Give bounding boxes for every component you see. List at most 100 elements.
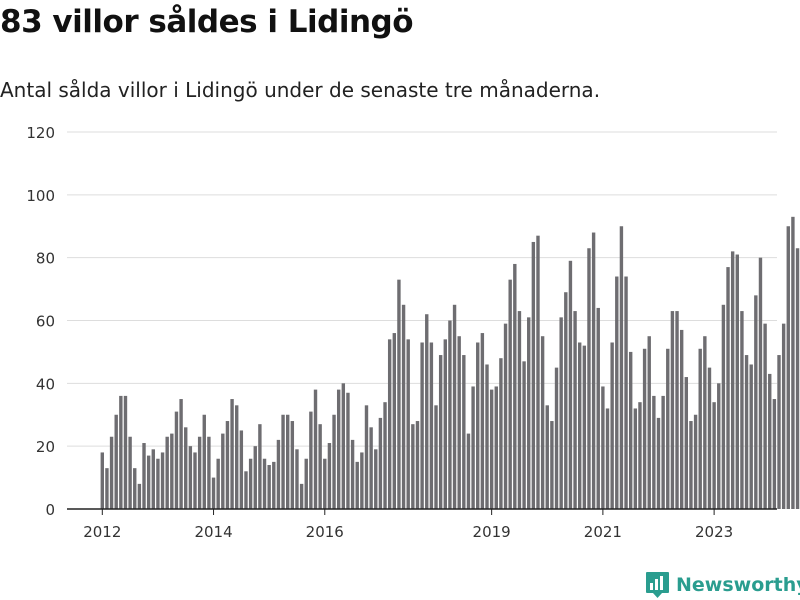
- bar: [619, 226, 624, 509]
- bar: [276, 439, 281, 509]
- bar: [480, 333, 485, 509]
- bar: [401, 304, 406, 509]
- x-tick-label: 2012: [83, 523, 121, 541]
- bar: [522, 361, 526, 509]
- bar: [286, 414, 290, 509]
- bar: [726, 267, 730, 509]
- bar: [262, 458, 267, 509]
- brand-logo[interactable]: Newsworthy: [645, 570, 800, 600]
- bar: [578, 342, 582, 509]
- bar: [378, 417, 383, 509]
- bar: [443, 339, 447, 509]
- bar: [466, 433, 471, 509]
- bar: [717, 383, 721, 509]
- bar: [777, 355, 781, 509]
- bar: [267, 465, 271, 509]
- bar: [763, 323, 767, 509]
- bar: [128, 436, 132, 509]
- bar: [119, 395, 123, 509]
- bar: [689, 421, 693, 509]
- bar: [207, 436, 211, 509]
- bars: [100, 216, 800, 510]
- x-tick-label: 2021: [584, 523, 622, 541]
- bar: [105, 468, 109, 509]
- bar: [309, 411, 313, 509]
- bar: [605, 408, 610, 509]
- y-tick-label: 60: [36, 313, 55, 331]
- bar: [540, 336, 545, 509]
- bar: [425, 314, 429, 509]
- bar: [438, 355, 443, 509]
- y-axis-ticks: 0 20 40 60 80 100 120: [26, 124, 55, 519]
- bar: [494, 386, 498, 509]
- newsworthy-logo-icon: [646, 572, 669, 598]
- x-tick-label: 2016: [306, 523, 344, 541]
- bar: [554, 367, 559, 509]
- bar: [109, 436, 114, 509]
- bar: [281, 414, 285, 509]
- bar: [369, 427, 373, 509]
- y-tick-label: 0: [45, 501, 55, 519]
- bar: [253, 446, 257, 509]
- bar: [100, 452, 104, 509]
- bar: [666, 348, 670, 509]
- bar: [499, 358, 503, 509]
- bar: [452, 304, 457, 509]
- bar: [698, 348, 702, 509]
- bar: [392, 333, 397, 509]
- bar: [536, 235, 540, 510]
- bar: [272, 461, 276, 509]
- bar: [327, 443, 332, 509]
- bar: [545, 405, 549, 509]
- bar: [216, 458, 220, 509]
- bar: [740, 311, 744, 509]
- bar: [712, 402, 716, 509]
- bar: [434, 405, 438, 509]
- bar: [179, 399, 183, 509]
- bar: [615, 276, 619, 509]
- bar: [675, 311, 679, 509]
- bar: [225, 421, 230, 509]
- y-tick-label: 40: [36, 375, 55, 393]
- bar: [471, 386, 475, 509]
- bar: [513, 263, 517, 509]
- bar-chart: 0 20 40 60 80 100 120 2012 2014 2016 2019 2021 2023…: [26, 124, 800, 541]
- bar: [582, 345, 587, 509]
- bar: [768, 373, 772, 509]
- bar: [397, 279, 401, 509]
- bar: [749, 364, 753, 509]
- bar: [531, 241, 536, 509]
- bar: [304, 458, 308, 509]
- y-tick-label: 120: [26, 124, 55, 142]
- bar: [638, 402, 642, 509]
- bar: [244, 471, 248, 509]
- bar: [633, 408, 638, 509]
- bar: [313, 389, 318, 509]
- x-tick-label: 2014: [194, 523, 232, 541]
- bar: [387, 339, 392, 509]
- bar: [457, 336, 461, 509]
- bar: [781, 323, 786, 509]
- bar: [559, 317, 563, 509]
- bar: [332, 414, 336, 509]
- bar: [165, 436, 169, 509]
- bar: [318, 424, 322, 509]
- bar: [248, 458, 253, 509]
- bar: [670, 311, 675, 509]
- y-tick-label: 80: [36, 250, 55, 268]
- chart-subtitle: Antal sålda villor i Lidingö under de se…: [0, 78, 601, 102]
- bar: [133, 468, 137, 509]
- bar: [462, 355, 466, 509]
- x-axis-ticks: 2012201420162019202120232025: [83, 509, 733, 541]
- bar: [346, 392, 350, 509]
- bar: [137, 483, 142, 509]
- bar: [323, 458, 327, 509]
- bar: [656, 417, 661, 509]
- bar: [721, 304, 726, 509]
- bar: [290, 421, 295, 509]
- bar: [628, 351, 633, 509]
- bar: [503, 323, 508, 509]
- bar: [684, 377, 689, 509]
- bar: [160, 452, 165, 509]
- bar: [355, 461, 359, 509]
